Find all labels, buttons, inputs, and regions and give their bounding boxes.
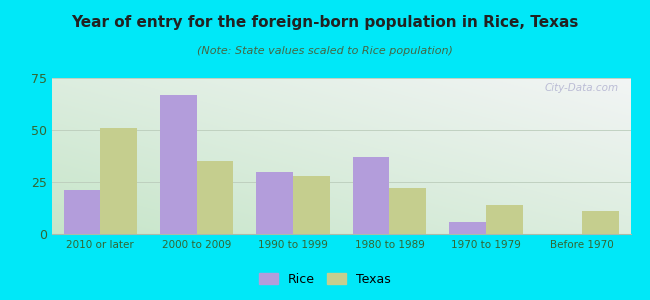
Bar — [64, 190, 100, 234]
Bar — [160, 94, 196, 234]
Text: (Note: State values scaled to Rice population): (Note: State values scaled to Rice popul… — [197, 46, 453, 56]
Bar — [293, 176, 330, 234]
Legend: Rice, Texas: Rice, Texas — [254, 268, 396, 291]
Bar — [582, 211, 619, 234]
Bar — [389, 188, 426, 234]
Bar — [486, 205, 523, 234]
Bar — [196, 161, 233, 234]
Bar — [449, 221, 486, 234]
Bar — [256, 172, 293, 234]
Bar — [353, 157, 389, 234]
Bar — [100, 128, 137, 234]
Text: Year of entry for the foreign-born population in Rice, Texas: Year of entry for the foreign-born popul… — [72, 15, 578, 30]
Text: City-Data.com: City-Data.com — [545, 83, 619, 93]
